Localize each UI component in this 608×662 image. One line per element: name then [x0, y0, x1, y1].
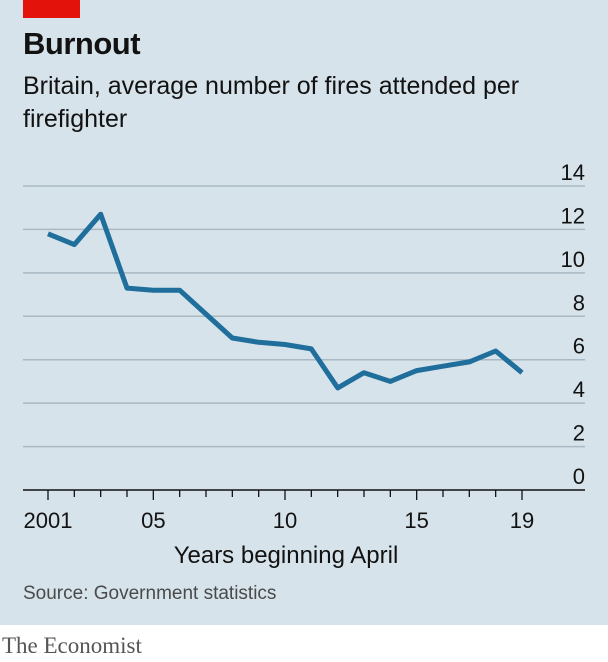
- line-chart: 0 2 4 6 8 10 12 14 2001 05 10 15 19 Years beginning A…: [23, 160, 585, 569]
- data-point: [230, 336, 235, 341]
- x-tick-label: 05: [141, 508, 165, 533]
- data-point: [283, 342, 288, 347]
- x-axis-label: Years beginning April: [174, 542, 399, 569]
- x-tick-label: 15: [404, 508, 428, 533]
- y-tick-label: 6: [573, 334, 585, 359]
- data-point: [256, 340, 261, 345]
- y-tick-label: 8: [573, 290, 585, 315]
- economist-logo: The Economist: [2, 633, 142, 658]
- data-point: [441, 364, 446, 369]
- data-point: [414, 368, 419, 373]
- y-tick-label: 12: [561, 203, 585, 228]
- data-point: [72, 242, 77, 247]
- y-tick-label: 2: [573, 421, 585, 446]
- y-tick-label: 10: [561, 247, 585, 272]
- data-point: [362, 370, 367, 375]
- data-point: [388, 379, 393, 384]
- data-point: [46, 231, 51, 236]
- x-tick-label: 19: [510, 508, 534, 533]
- chart-panel: [0, 0, 608, 625]
- data-point: [335, 385, 340, 390]
- data-point: [309, 346, 314, 351]
- chart-title: Burnout: [23, 26, 141, 61]
- x-tick-label: 2001: [24, 508, 73, 533]
- data-point: [467, 359, 472, 364]
- fires-per-firefighter-line: [47, 211, 524, 391]
- brand-red-tag: [23, 0, 80, 18]
- data-point: [98, 212, 103, 217]
- chart-subtitle: Britain, average number of fires attende…: [23, 72, 520, 133]
- data-point: [520, 370, 525, 375]
- data-point: [204, 312, 209, 317]
- source-note: Source: Government statistics: [23, 583, 277, 604]
- data-point: [125, 286, 130, 291]
- data-point: [177, 288, 182, 293]
- x-tick-label: 10: [273, 508, 297, 533]
- y-tick-label: 14: [561, 160, 585, 185]
- data-point: [493, 349, 498, 354]
- y-tick-label: 4: [573, 377, 585, 402]
- data-point: [151, 288, 156, 293]
- y-tick-label: 0: [573, 464, 585, 489]
